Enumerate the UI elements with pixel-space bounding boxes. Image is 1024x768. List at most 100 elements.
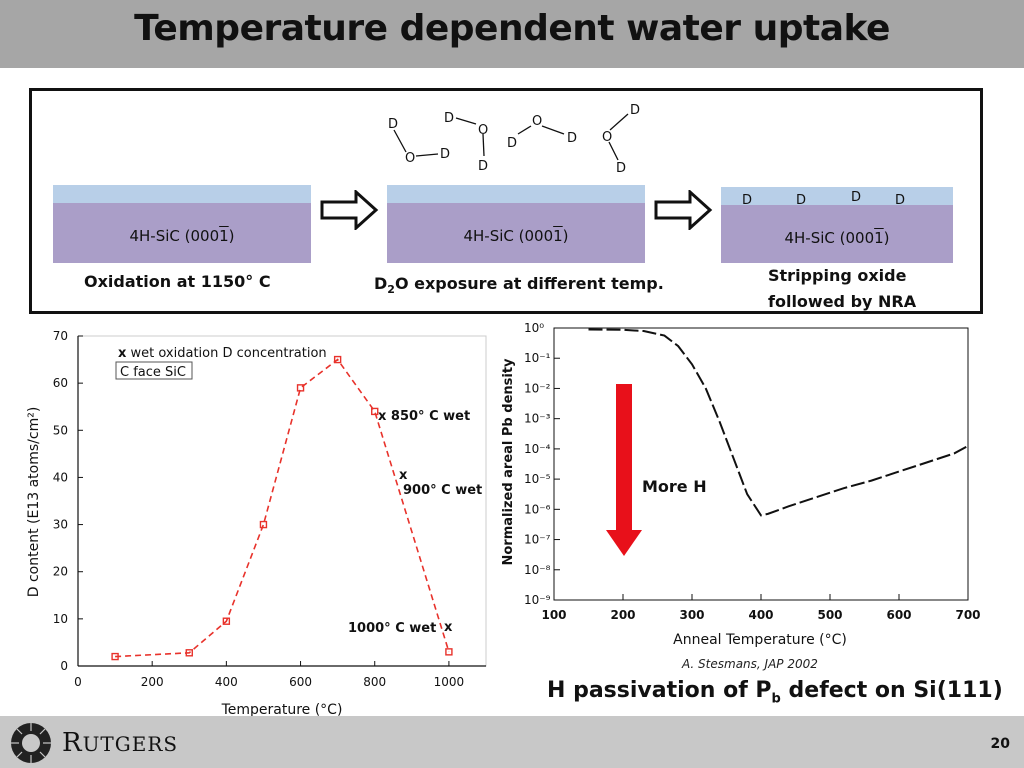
y-tick-label: 20	[53, 565, 68, 579]
atom-o: O	[478, 123, 488, 138]
y-tick-label: 30	[53, 518, 68, 532]
d2o-molecules: D O D D O D D O D O D D	[388, 103, 640, 176]
surface-d-atom: D	[796, 193, 807, 208]
atom-d: D	[630, 103, 640, 118]
data-point	[111, 652, 119, 661]
atom-d: D	[616, 161, 626, 176]
series-line	[588, 328, 969, 517]
x-tick-label: 500	[817, 608, 842, 622]
oxide-layer	[53, 185, 311, 203]
step1-caption: Oxidation at 1150° C	[84, 272, 271, 291]
y-tick-label: 10⁰	[524, 321, 544, 335]
x-tick-label: 600	[886, 608, 911, 622]
atom-o: O	[405, 151, 415, 166]
arrow-label: More H	[642, 477, 707, 496]
citation: A. Stesmans, JAP 2002	[682, 657, 818, 671]
process-arrow-2	[654, 190, 713, 230]
substrate-label: 4H-SiC (0001)	[463, 227, 569, 245]
data-point	[296, 384, 305, 392]
x-axis-label: Anneal Temperature (°C)	[673, 632, 847, 648]
annotation-1000-marker: x	[444, 620, 453, 635]
legend: x wet oxidation D concentration	[118, 346, 327, 361]
x-tick-label: 400	[215, 675, 238, 689]
step3-caption: Stripping oxide followed by NRA	[768, 266, 917, 311]
atom-d: D	[507, 136, 517, 151]
y-tick-label: 10⁻³	[524, 412, 551, 426]
substrate-exposed: 4H-SiC (0001)	[387, 185, 645, 263]
y-tick-label: 0	[60, 659, 68, 673]
y-tick-label: 10⁻⁴	[524, 442, 551, 456]
x-tick-label: 400	[748, 608, 773, 622]
y-tick-label: 10⁻⁷	[524, 533, 551, 547]
substrate-label: 4H-SiC (0001)	[784, 229, 890, 247]
surface-d-atom: D	[742, 193, 753, 208]
pb-density-chart: 100 200 300 400 500 600 700 10⁰ 10⁻¹ 10⁻² 10⁻³ 10⁻…	[501, 321, 981, 648]
sic-layer: 4H-SiC (0001)	[387, 203, 645, 263]
data-point	[185, 649, 193, 657]
x-tick-label: 200	[141, 675, 164, 689]
substrate-oxidized: 4H-SiC (0001)	[53, 185, 311, 263]
x-tick-label: 600	[289, 675, 312, 689]
more-h-arrow	[606, 384, 642, 556]
y-tick-label: 10⁻¹	[524, 351, 551, 365]
rutgers-seal-logo	[11, 723, 51, 763]
x-tick-label: 800	[363, 675, 386, 689]
data-point	[333, 355, 342, 364]
y-tick-label: 10⁻⁶	[524, 502, 551, 516]
atom-o: O	[532, 114, 542, 129]
annotation-900: 900° C wet	[403, 483, 482, 498]
page-number: 20	[990, 736, 1010, 752]
x-axis-label: Temperature (°C)	[221, 702, 343, 718]
footer-bar	[0, 716, 1024, 768]
right-chart-caption: H passivation of Pb defect on Si(111)	[547, 678, 1003, 707]
atom-d: D	[388, 117, 398, 132]
y-tick-label: 10⁻⁵	[524, 472, 551, 486]
substrate-stripped: 4H-SiC (0001)	[721, 187, 953, 263]
x-tick-label: 0	[74, 675, 82, 689]
y-axis-label: D content (E13 atoms/cm²)	[26, 407, 42, 598]
x-tick-label: 700	[955, 608, 980, 622]
atom-d: D	[444, 111, 454, 126]
atom-o: O	[602, 130, 612, 145]
y-tick-label: 70	[53, 330, 68, 343]
annotation-900-marker: x	[399, 468, 408, 483]
sic-layer: 4H-SiC (0001)	[721, 205, 953, 263]
step2-caption: D2O exposure at different temp.	[374, 274, 664, 297]
y-tick-label: 10	[53, 612, 68, 626]
data-point	[445, 648, 453, 656]
legend-box-label: C face SiC	[120, 365, 186, 380]
data-point	[371, 407, 379, 416]
atom-d: D	[478, 159, 488, 174]
title-bar	[0, 0, 1024, 68]
data-point	[259, 520, 268, 529]
y-tick-label: 50	[53, 423, 68, 437]
sic-layer: 4H-SiC (0001)	[53, 203, 311, 263]
process-arrow-1	[320, 190, 379, 230]
x-tick-label: 1000	[434, 675, 465, 689]
annotation-1000: 1000° C wet	[348, 621, 436, 636]
y-tick-label: 10⁻⁸	[524, 563, 551, 577]
x-tick-label: 200	[610, 608, 635, 622]
annotation-850: x 850° C wet	[378, 409, 470, 424]
atom-d: D	[440, 147, 450, 162]
process-schematic	[29, 88, 983, 314]
slide-title: Temperature dependent water uptake	[134, 8, 890, 49]
substrate-label: 4H-SiC (0001)	[129, 227, 235, 245]
x-tick-label: 100	[541, 608, 566, 622]
plot-frame	[77, 335, 487, 667]
rutgers-wordmark: RUTGERS	[62, 728, 179, 758]
surface-d-atom: D	[851, 190, 862, 205]
atom-d: D	[567, 131, 577, 146]
y-tick-label: 40	[53, 470, 68, 484]
legend-box	[115, 361, 193, 380]
y-tick-label: 10⁻⁹	[524, 593, 551, 607]
data-point	[222, 617, 231, 625]
y-tick-label: 10⁻²	[524, 381, 551, 395]
oxide-layer	[387, 185, 645, 203]
y-axis-label: Normalized areal Pb density	[501, 358, 516, 566]
surface-d-atom: D	[895, 193, 906, 208]
y-tick-label: 60	[53, 376, 68, 390]
x-tick-label: 300	[679, 608, 704, 622]
d-content-chart: 0 200 400 600 800 1000 0 10 20 30 40 50 60 70 Temper…	[26, 330, 487, 718]
oxide-layer	[721, 187, 953, 205]
